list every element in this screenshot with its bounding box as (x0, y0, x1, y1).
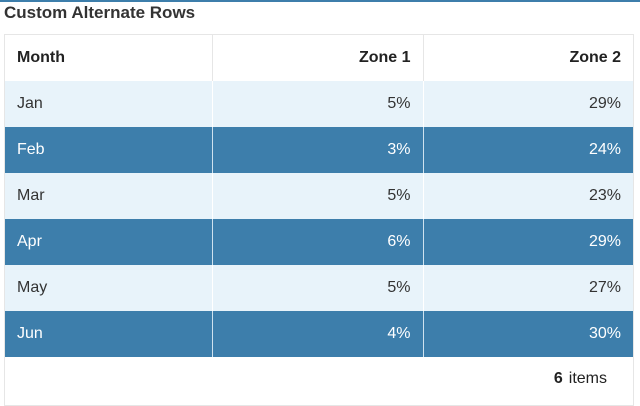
cell-month[interactable]: Apr (5, 219, 213, 265)
data-grid: Month Zone 1 Zone 2 Jan 5% 29% Feb 3% 24… (4, 34, 634, 406)
column-header-zone-2[interactable]: Zone 2 (423, 35, 633, 81)
cell-zone-2[interactable]: 29% (423, 219, 633, 265)
table-row[interactable]: Jan 5% 29% (5, 81, 633, 127)
cell-zone-2[interactable]: 30% (423, 311, 633, 357)
cell-zone-2[interactable]: 24% (423, 127, 633, 173)
cell-month[interactable]: Jun (5, 311, 213, 357)
table-row[interactable]: Apr 6% 29% (5, 219, 633, 265)
cell-zone-1[interactable]: 4% (212, 311, 424, 357)
pager-info: 6 items (5, 357, 633, 401)
page-title: Custom Alternate Rows (4, 3, 196, 22)
cell-month[interactable]: May (5, 265, 213, 311)
cell-zone-1[interactable]: 6% (212, 219, 424, 265)
cell-zone-2[interactable]: 27% (423, 265, 633, 311)
cell-month[interactable]: Feb (5, 127, 213, 173)
cell-zone-1[interactable]: 5% (212, 173, 424, 219)
cell-zone-1[interactable]: 3% (212, 127, 424, 173)
cell-zone-1[interactable]: 5% (212, 81, 424, 127)
table-row[interactable]: May 5% 27% (5, 265, 633, 311)
column-header-month[interactable]: Month (5, 35, 213, 81)
column-header-zone-1[interactable]: Zone 1 (212, 35, 424, 81)
table-row[interactable]: Mar 5% 23% (5, 173, 633, 219)
data-table: Month Zone 1 Zone 2 Jan 5% 29% Feb 3% 24… (5, 35, 633, 357)
cell-zone-2[interactable]: 23% (423, 173, 633, 219)
table-row[interactable]: Jun 4% 30% (5, 311, 633, 357)
header-row: Month Zone 1 Zone 2 (5, 35, 633, 81)
cell-zone-2[interactable]: 29% (423, 81, 633, 127)
top-accent-rule (0, 0, 640, 2)
cell-zone-1[interactable]: 5% (212, 265, 424, 311)
table-row[interactable]: Feb 3% 24% (5, 127, 633, 173)
item-count-label: items (568, 370, 607, 387)
cell-month[interactable]: Jan (5, 81, 213, 127)
cell-month[interactable]: Mar (5, 173, 213, 219)
item-count: 6 (553, 370, 563, 387)
